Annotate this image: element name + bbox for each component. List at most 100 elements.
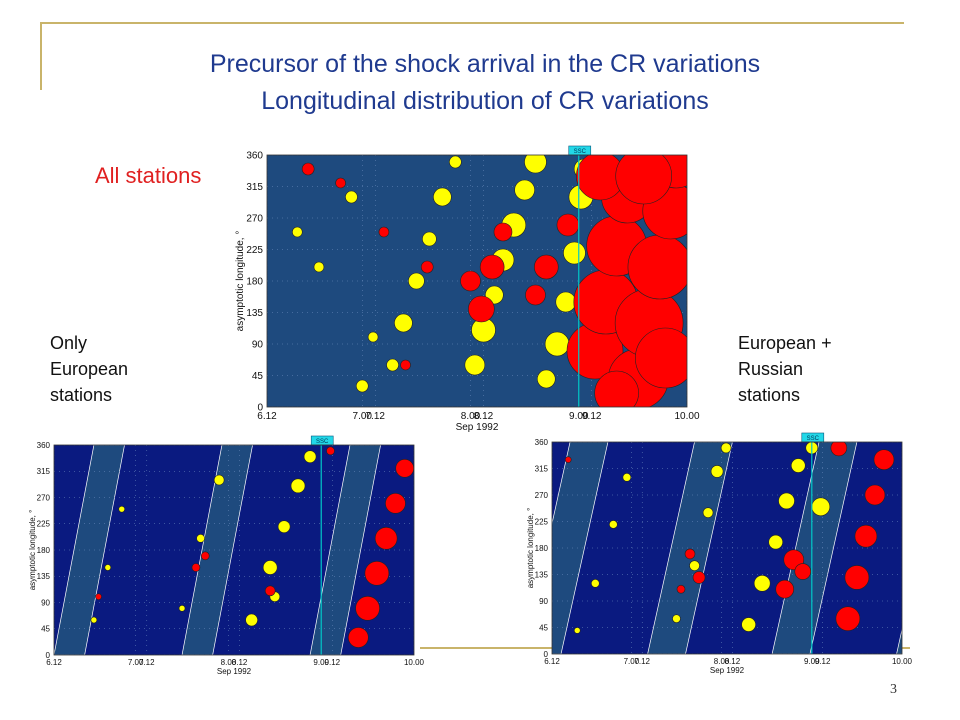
increase-marker [313,261,325,273]
frame-left-line [40,22,42,90]
increase-marker [514,179,535,201]
increase-marker [689,560,700,571]
decrease-marker [594,370,639,407]
y-tick-label: 0 [544,650,549,659]
decrease-marker [525,284,546,306]
increase-marker [213,474,225,486]
decrease-marker [844,565,870,590]
decrease-marker [374,527,398,550]
ssc-label: SSC [316,439,329,445]
x-tick-label: 9.00 [313,658,329,667]
increase-marker [277,520,291,533]
y-tick-label: 0 [46,651,51,660]
x-tick-label: 9.00 [804,657,820,666]
increase-marker [345,190,358,204]
ssc-label: SSC [574,149,587,155]
y-tick-label: 315 [246,182,263,193]
increase-marker [464,354,486,376]
diagonal-band [438,445,509,655]
y-tick-label: 315 [535,464,549,473]
increase-marker [778,492,795,510]
y-axis-label: asymptotic longitude, ° [235,231,246,332]
decrease-marker [385,493,406,514]
increase-marker [386,358,399,372]
decrease-marker [400,359,411,371]
chart-all-stations: SSC 6.12 7.007.12 8.008.12 9.009.12 10.00 0 45 9… [235,145,700,433]
decrease-marker [635,327,687,389]
y-tick-label: 45 [41,625,50,634]
x-axis-label: Sep 1992 [710,666,745,675]
x-tick-label: 7.12 [634,657,650,666]
increase-marker [449,155,462,169]
decrease-marker [364,561,390,586]
decrease-marker [468,295,495,323]
y-tick-label: 45 [252,371,264,382]
increase-marker [292,226,303,238]
x-tick-label: 7.00 [624,657,640,666]
increase-marker [262,560,278,575]
increase-marker [422,231,437,247]
decrease-marker [395,459,414,478]
x-tick-label: 8.00 [461,411,481,422]
y-tick-label: 135 [246,308,263,319]
decrease-marker [794,563,812,580]
decrease-marker [95,593,102,600]
plot-content [54,445,509,655]
increase-marker [303,450,317,463]
increase-marker [555,291,577,313]
y-tick-label: 225 [37,520,51,529]
decrease-marker [830,442,848,457]
increase-marker [536,369,556,389]
decrease-marker [873,449,895,470]
decrease-marker [191,563,201,572]
increase-marker [710,465,724,478]
decrease-marker [264,585,276,597]
increase-marker [609,520,618,529]
x-tick-label: 8.12 [725,657,741,666]
increase-marker [741,617,756,632]
y-tick-label: 270 [37,493,51,502]
decrease-marker [676,584,686,594]
y-tick-label: 225 [535,517,549,526]
label-european-stations: Only European stations [50,333,129,405]
decrease-marker [864,484,886,506]
decrease-marker [355,596,380,621]
y-tick-label: 360 [535,438,549,447]
y-axis-label: asymptotic longitude, ° [28,510,37,591]
increase-marker [768,534,784,550]
increase-marker [433,187,452,207]
decrease-marker [556,213,580,237]
x-tick-label: 9.00 [569,411,589,422]
increase-marker [811,497,831,517]
increase-marker [702,507,714,518]
increase-marker [245,613,258,627]
x-tick-label: 10.00 [404,658,425,667]
decrease-marker [460,270,481,292]
x-tick-label: 8.00 [221,658,237,667]
x-tick-label: 9.12 [325,658,341,667]
y-tick-label: 90 [41,598,50,607]
decrease-marker [326,446,335,456]
diagonal-band [896,627,902,654]
decrease-marker [420,260,434,274]
x-tick-label: 10.00 [674,411,699,422]
x-tick-label: 6.12 [544,657,560,666]
decrease-marker [615,155,672,205]
y-tick-label: 45 [539,623,548,632]
increase-marker [622,473,632,482]
increase-marker [672,614,681,623]
x-axis-label: Sep 1992 [456,422,499,433]
frame-top-line [40,22,904,24]
y-tick-label: 225 [246,245,263,256]
diagonal-band [771,442,858,654]
y-tick-label: 90 [252,340,264,351]
decrease-marker [335,177,346,189]
x-tick-label: 7.00 [128,658,144,667]
y-tick-label: 180 [37,546,51,555]
increase-marker [544,331,570,357]
chart-european-stations: SSC 6.12 7.007.12 8.008.12 9.009.12 10.00 0 45 9… [28,435,425,676]
diagonal-band [552,442,609,654]
increase-marker [104,564,112,571]
increase-marker [573,627,581,634]
decrease-marker [854,524,878,548]
